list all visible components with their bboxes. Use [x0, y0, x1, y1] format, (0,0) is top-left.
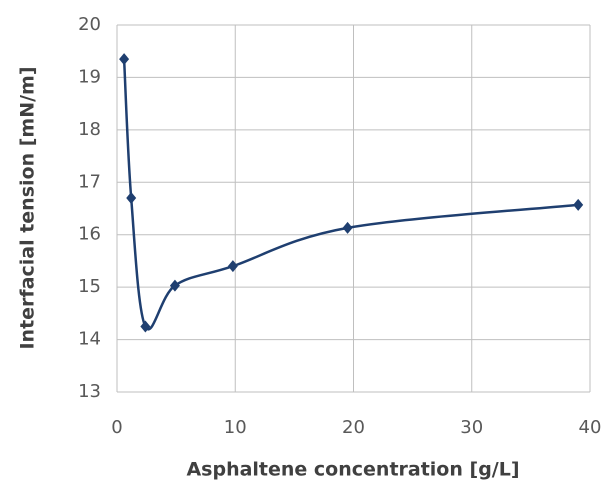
y-tick-label: 19 — [78, 66, 101, 87]
y-tick-label: 15 — [78, 276, 101, 297]
x-axis-title: Asphaltene concentration [g/L] — [186, 459, 519, 481]
marker — [140, 320, 151, 333]
x-tick-label: 10 — [224, 417, 247, 438]
x-tick-label: 40 — [579, 417, 602, 438]
x-tick-label: 30 — [460, 417, 483, 438]
y-axis-title: Interfacial tension [mN/m] — [17, 66, 39, 349]
y-tick-label: 20 — [78, 14, 101, 35]
y-tick-label: 13 — [78, 381, 101, 402]
marker — [169, 279, 180, 292]
y-tick-label: 17 — [78, 171, 101, 192]
x-tick-label: 20 — [342, 417, 365, 438]
y-tick-label: 18 — [78, 119, 101, 140]
x-tick-label: 0 — [111, 417, 122, 438]
marker — [342, 221, 353, 234]
marker — [119, 53, 130, 66]
y-tick-label: 14 — [78, 329, 101, 350]
series-line — [122, 59, 579, 331]
y-tick-label: 16 — [78, 224, 101, 245]
marker — [227, 260, 238, 273]
marker — [573, 198, 584, 211]
marker — [126, 192, 137, 205]
